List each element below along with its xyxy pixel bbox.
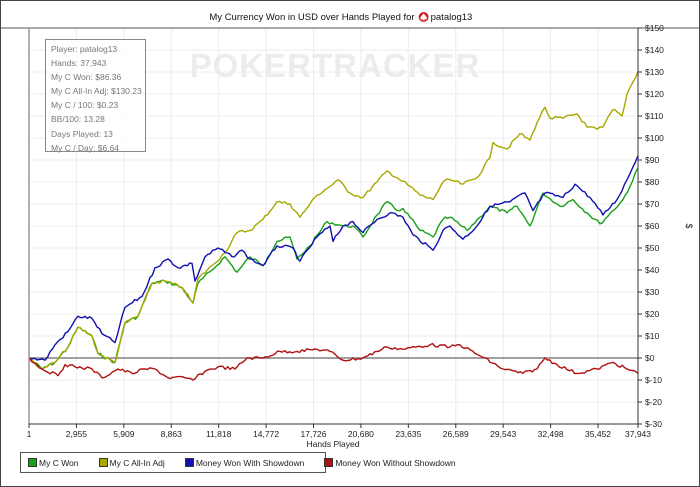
x-tick-label: 32,498 bbox=[538, 429, 564, 439]
x-tick-label: 1 bbox=[27, 429, 32, 439]
legend-item-without-showdown[interactable]: Money Won Without Showdown bbox=[324, 457, 456, 468]
chart-title: My Currency Won in USD over Hands Played… bbox=[209, 12, 414, 23]
legend-label: Money Won Without Showdown bbox=[335, 457, 456, 468]
stat-bb-100: BB/100: 13.28 bbox=[51, 114, 105, 125]
chart-title-text: My Currency Won in USD over Hands Played… bbox=[209, 12, 414, 23]
y-tick-label: $20 bbox=[645, 309, 659, 319]
legend-label: Money Won With Showdown bbox=[195, 457, 305, 468]
y-tick-label: $-10 bbox=[645, 375, 662, 385]
stat-player: Player: patalog13 bbox=[51, 44, 118, 54]
stat-days: Days Played: 13 bbox=[51, 128, 113, 139]
y-tick-label: $120 bbox=[645, 89, 664, 99]
y-tick-label: $90 bbox=[645, 155, 659, 165]
pokertracker-watermark: POKERTRACKER bbox=[190, 47, 481, 84]
stat-hands: Hands: 37,943 bbox=[51, 58, 107, 69]
y-tick-label: $0 bbox=[645, 353, 655, 363]
legend-label: My C All-In Adj bbox=[109, 457, 165, 468]
y-tick-label: $60 bbox=[645, 221, 659, 231]
x-tick-label: 14,772 bbox=[253, 429, 279, 439]
y-tick-label: $150 bbox=[645, 23, 664, 33]
legend-label: My C Won bbox=[39, 457, 79, 468]
legend-item-my-c-won[interactable]: My C Won bbox=[28, 458, 79, 468]
series-line-my-c-all-in-adj bbox=[28, 71, 639, 370]
y-tick-label: $-20 bbox=[645, 397, 662, 407]
stat-won: My C Won: $86.36 bbox=[51, 72, 122, 83]
y-tick-label: $10 bbox=[645, 331, 659, 341]
stat-per-100: My C / 100: $0.23 bbox=[51, 100, 119, 111]
chart-title-player: patalog13 bbox=[431, 12, 473, 23]
stat-allin-adj: My C All-In Adj: $130.23 bbox=[51, 86, 142, 97]
y-tick-label: $40 bbox=[645, 265, 659, 275]
y-tick-label: $70 bbox=[645, 199, 659, 209]
x-tick-label: 11,818 bbox=[206, 429, 232, 439]
stat-per-day: My C / Day: $6.64 bbox=[51, 142, 120, 153]
y-tick-label: $30 bbox=[645, 287, 659, 297]
y-tick-label: $80 bbox=[645, 177, 659, 187]
x-tick-label: 35,452 bbox=[585, 429, 611, 439]
legend-swatch-green bbox=[28, 458, 37, 467]
x-tick-label: 26,589 bbox=[443, 429, 469, 439]
legend-swatch-red bbox=[324, 458, 334, 467]
legend-item-with-showdown[interactable]: Money Won With Showdown bbox=[184, 457, 305, 468]
series-line-money-won-without-showdown bbox=[28, 342, 639, 381]
x-tick-label: 2,955 bbox=[66, 429, 88, 439]
axes: $150 $140 $130 $120 $110 $100 $90 $80 $70 $60 $50 $… bbox=[0, 23, 700, 439]
x-tick-label: 23,635 bbox=[395, 429, 421, 439]
x-tick-label: 37,943 bbox=[625, 429, 651, 439]
y-tick-label: $140 bbox=[645, 45, 664, 55]
x-tick-label: 29,543 bbox=[490, 429, 516, 439]
y-tick-label: $-30 bbox=[645, 419, 662, 429]
y-tick-label: $50 bbox=[645, 243, 659, 253]
x-tick-label: 8,863 bbox=[161, 429, 183, 439]
x-tick-label: 5,909 bbox=[113, 429, 135, 439]
legend-item-all-in-adj[interactable]: My C All-In Adj bbox=[98, 457, 165, 468]
pokerstars-spade-icon bbox=[418, 12, 429, 22]
y-tick-label: $130 bbox=[645, 67, 664, 77]
y-tick-label: $100 bbox=[645, 133, 664, 143]
stats-box: Player: patalog13 Hands: 37,943 My C Won… bbox=[45, 39, 146, 153]
x-tick-label: 20,680 bbox=[348, 429, 374, 439]
x-axis-label: Hands Played bbox=[307, 439, 360, 449]
legend: My C Won My C All-In Adj Money Won With … bbox=[20, 452, 456, 473]
y-axis-label: $ bbox=[684, 223, 694, 228]
legend-swatch-yellow bbox=[98, 458, 108, 467]
legend-swatch-blue bbox=[184, 458, 194, 467]
y-tick-label: $110 bbox=[645, 111, 664, 121]
x-tick-label: 17,726 bbox=[301, 429, 327, 439]
series-line-money-won-with-showdown bbox=[28, 155, 639, 361]
